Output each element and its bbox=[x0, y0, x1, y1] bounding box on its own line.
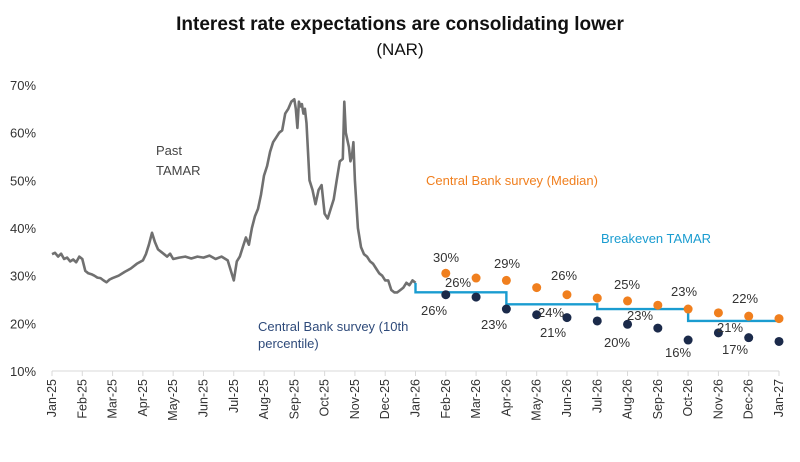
x-tick-label: Jul-25 bbox=[227, 379, 241, 413]
x-tick-label: Jan-26 bbox=[409, 379, 423, 417]
x-tick-label: Oct-26 bbox=[681, 379, 695, 417]
y-tick-label: 70% bbox=[10, 78, 36, 93]
x-axis: Jan-25 Feb-25 Mar-25 Apr-25 May-25 Jun-25 Jul-… bbox=[45, 370, 786, 421]
plot-area bbox=[51, 98, 784, 346]
x-tick-label: Jun-25 bbox=[196, 379, 210, 417]
y-tick-label: 60% bbox=[10, 126, 36, 141]
data-label: 17% bbox=[722, 342, 748, 357]
y-tick-label: 40% bbox=[10, 221, 36, 236]
x-tick-label: Nov-25 bbox=[348, 379, 362, 419]
series-annotation: TAMAR bbox=[156, 163, 201, 178]
x-tick-label: Feb-26 bbox=[439, 379, 453, 419]
median-point bbox=[744, 311, 754, 321]
median-point bbox=[774, 314, 784, 324]
median-point bbox=[471, 273, 481, 283]
past-tamar-line bbox=[51, 98, 417, 294]
data-label: 21% bbox=[717, 320, 743, 335]
x-tick-label: Feb-25 bbox=[75, 379, 89, 419]
data-labels: 30% 29% 26% 25% 23% 22% 26% 26% 23% 24% 21% 20% 23% 1… bbox=[421, 250, 758, 360]
data-label: 26% bbox=[421, 303, 447, 318]
p10-point bbox=[592, 316, 602, 326]
median-point bbox=[623, 296, 633, 306]
series-annotation: Central Bank survey (Median) bbox=[426, 173, 598, 188]
median-point bbox=[441, 268, 451, 278]
series-annotation: percentile) bbox=[258, 336, 319, 351]
median-point bbox=[683, 304, 693, 314]
x-tick-label: Jun-26 bbox=[560, 379, 574, 417]
x-tick-label: Apr-25 bbox=[136, 379, 150, 417]
data-label: 26% bbox=[551, 268, 577, 283]
data-label: 25% bbox=[614, 277, 640, 292]
median-point bbox=[592, 293, 602, 303]
y-tick-label: 50% bbox=[10, 173, 36, 188]
x-tick-label: Jan-25 bbox=[45, 379, 59, 417]
median-point bbox=[713, 308, 723, 318]
data-label: 26% bbox=[445, 275, 471, 290]
p10-point bbox=[744, 333, 754, 343]
p10-point bbox=[501, 304, 511, 314]
median-point bbox=[562, 290, 572, 300]
x-tick-label: Aug-26 bbox=[621, 379, 635, 419]
data-label: 30% bbox=[433, 250, 459, 265]
p10-point bbox=[653, 323, 663, 333]
x-tick-label: Jan-27 bbox=[772, 379, 786, 417]
p10-point bbox=[774, 336, 784, 346]
data-label: 20% bbox=[604, 335, 630, 350]
y-tick-label: 20% bbox=[10, 316, 36, 331]
median-point bbox=[653, 300, 663, 310]
x-tick-label: Aug-25 bbox=[257, 379, 271, 419]
x-tick-label: Oct-25 bbox=[318, 379, 332, 417]
data-label: 16% bbox=[665, 345, 691, 360]
p10-point bbox=[623, 319, 633, 329]
series-annotation: Past bbox=[156, 143, 182, 158]
x-tick-label: Dec-26 bbox=[742, 379, 756, 419]
data-label: 23% bbox=[671, 284, 697, 299]
median-point bbox=[501, 275, 511, 285]
p10-point bbox=[713, 328, 723, 338]
x-tick-label: Sep-25 bbox=[287, 379, 301, 419]
x-tick-label: Nov-26 bbox=[711, 379, 725, 419]
x-tick-label: Sep-26 bbox=[651, 379, 665, 419]
data-label: 23% bbox=[481, 317, 507, 332]
series-annotation: Breakeven TAMAR bbox=[601, 231, 711, 246]
series-annotation: Central Bank survey (10th bbox=[258, 319, 408, 334]
annotations: Past TAMAR Central Bank survey (Median) Bre… bbox=[156, 143, 711, 351]
y-tick-label: 10% bbox=[10, 364, 36, 379]
x-tick-label: Jul-26 bbox=[590, 379, 604, 413]
data-label: 22% bbox=[732, 291, 758, 306]
x-tick-label: Mar-26 bbox=[469, 379, 483, 419]
data-label: 29% bbox=[494, 256, 520, 271]
x-tick-label: May-26 bbox=[530, 379, 544, 421]
data-label: 23% bbox=[627, 308, 653, 323]
p10-point bbox=[562, 313, 572, 323]
x-tick-label: May-25 bbox=[166, 379, 180, 421]
p10-point bbox=[471, 292, 481, 302]
p10-point bbox=[441, 290, 451, 300]
data-label: 21% bbox=[540, 325, 566, 340]
data-label: 24% bbox=[538, 305, 564, 320]
p10-point bbox=[532, 310, 542, 320]
x-tick-label: Apr-26 bbox=[499, 379, 513, 417]
chart-subtitle: (NAR) bbox=[376, 40, 423, 59]
y-tick-label: 30% bbox=[10, 269, 36, 284]
y-axis: 10% 20% 30% 40% 50% 60% 70% bbox=[10, 78, 36, 379]
median-point bbox=[532, 283, 542, 293]
x-tick-label: Dec-25 bbox=[378, 379, 392, 419]
x-tick-label: Mar-25 bbox=[106, 379, 120, 419]
chart-title: Interest rate expectations are consolida… bbox=[176, 14, 624, 35]
p10-point bbox=[683, 335, 693, 345]
